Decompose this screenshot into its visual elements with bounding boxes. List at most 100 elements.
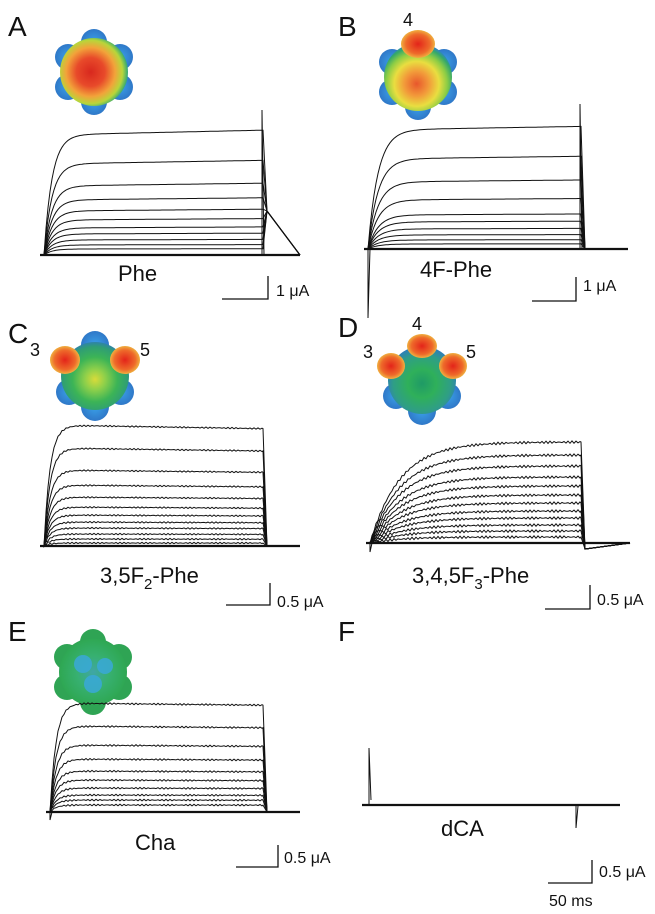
electrostatic-map-e [54,629,132,715]
current-trace [40,159,301,256]
current-trace [40,532,300,547]
current-trace [366,475,631,550]
current-trace [366,440,631,550]
panel-letter-b: B [338,11,357,42]
current-trace [366,529,631,550]
current-trace [366,464,631,550]
current-trace [46,702,300,813]
panel-letter-d: D [338,312,358,343]
scale-label-a: 1 μA [276,283,310,300]
current-trace [40,209,301,256]
panel-letter-f: F [338,616,355,647]
current-trace [364,243,628,250]
current-trace [40,484,300,547]
position-label-5: 5 [466,342,476,362]
current-trace [40,526,300,547]
caption-e: Cha [135,830,176,855]
current-trace [364,179,628,250]
current-trace [40,210,301,256]
current-trace [364,198,628,250]
current-trace [364,239,628,250]
scale-bar-f: 0.5 μA 50 ms [548,860,646,910]
scale-bar-c: 0.5 μA [226,583,324,611]
current-trace [364,234,628,250]
current-trace [366,493,631,550]
onset-transient [368,747,372,805]
current-trace [46,798,300,813]
current-trace [366,523,631,550]
panel-a: A Phe 1 μA [8,11,310,300]
caption-a: Phe [118,261,157,286]
current-trace [46,743,300,813]
caption-d: 3,4,5F3-Phe [412,563,529,593]
current-traces-a [40,109,301,257]
capacitive-transient [261,109,265,256]
current-trace [46,793,300,813]
current-trace [40,541,300,548]
panel-d: D 4 3 5 3,4,5F3-Phe 0.5 μA [338,312,644,610]
current-trace [366,484,631,550]
current-trace [46,786,300,813]
current-trace [366,501,631,550]
current-trace [40,208,301,256]
current-trace [366,535,631,550]
electrostatic-map-d [377,334,467,425]
current-trace [366,509,631,550]
panel-b: B 4 4F-Phe 1 μA [338,10,628,319]
current-trace [364,125,628,250]
scale-label-d: 0.5 μA [597,592,644,609]
capacitive-transient [579,103,583,250]
panel-letter-c: C [8,318,28,349]
electrostatic-map-b [379,30,457,120]
caption-c: 3,5F2-Phe [100,563,199,593]
position-label-5: 5 [140,340,150,360]
scale-bar-e: 0.5 μA [236,845,331,868]
current-trace [40,197,301,256]
offset-transient [575,805,579,829]
molecule-blob-icon [55,29,133,115]
current-trace [46,803,300,813]
current-trace [40,520,300,547]
current-trace [364,227,628,250]
position-label-3: 3 [363,342,373,362]
scale-bar-b: 1 μA [532,277,617,302]
current-trace [46,769,300,813]
current-trace [46,757,300,813]
current-trace [46,778,300,813]
caption-b: 4F-Phe [420,257,492,282]
current-trace [40,513,300,547]
current-trace [46,725,300,813]
panel-c: C 3 5 3,5F2-Phe 0.5 μA [8,318,324,611]
scale-bar-a: 1 μA [222,276,310,300]
caption-f: dCA [441,816,484,841]
position-label-3: 3 [30,340,40,360]
current-trace [40,182,301,256]
time-scale-label: 50 ms [549,893,593,910]
current-traces-e [46,702,300,821]
current-trace [40,447,300,547]
current-trace [40,495,300,547]
current-traces-c [40,424,300,548]
current-trace [40,209,301,256]
current-trace [40,537,300,547]
capacitive-transient [367,248,371,319]
molecule-blob-icon [50,331,140,421]
current-trace [364,213,628,250]
capacitive-transient [369,542,373,553]
molecule-blob-icon [379,30,457,120]
capacitive-transient [49,811,53,821]
current-traces-b [364,103,628,319]
current-trace [364,220,628,250]
current-traces-d [366,440,631,553]
current-trace [366,453,631,550]
panel-letter-e: E [8,616,27,647]
molecule-blob-icon [54,629,132,715]
current-trace [40,424,300,547]
current-trace [40,209,301,256]
current-trace [40,505,300,547]
current-trace [40,209,301,256]
current-trace [366,516,631,550]
panel-letter-a: A [8,11,27,42]
